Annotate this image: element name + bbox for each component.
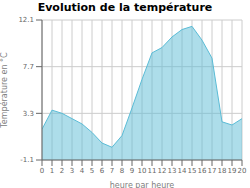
svg-text:4: 4: [80, 167, 85, 175]
svg-text:12.1: 12.1: [18, 16, 34, 24]
svg-text:Température en °C: Température en °C: [8, 52, 9, 129]
svg-text:10: 10: [138, 167, 147, 175]
svg-text:1: 1: [50, 167, 54, 175]
svg-text:7.7: 7.7: [23, 63, 34, 71]
svg-text:15: 15: [188, 167, 197, 175]
svg-text:-1.1: -1.1: [20, 156, 34, 164]
svg-text:3.3: 3.3: [23, 110, 34, 118]
svg-text:18: 18: [218, 167, 227, 175]
html-text:Evolution de la température: Evolution de la température: [37, 1, 213, 14]
svg-text:12: 12: [158, 167, 167, 175]
svg-text:17: 17: [208, 167, 217, 175]
svg-text:heure par heure: heure par heure: [110, 181, 175, 188]
svg-text:0: 0: [40, 167, 44, 175]
svg-text:14: 14: [178, 167, 187, 175]
svg-text:16: 16: [198, 167, 207, 175]
svg-text:6: 6: [100, 167, 105, 175]
svg-text:3: 3: [70, 167, 74, 175]
svg-text:8: 8: [120, 167, 124, 175]
svg-text:20: 20: [238, 167, 242, 175]
svg-text:13: 13: [168, 167, 177, 175]
svg-text:5: 5: [90, 167, 94, 175]
svg-text:7: 7: [110, 167, 114, 175]
svg-text:2: 2: [60, 167, 64, 175]
svg-text:11: 11: [148, 167, 157, 175]
svg-text:19: 19: [228, 167, 237, 175]
svg-text:9: 9: [130, 167, 134, 175]
